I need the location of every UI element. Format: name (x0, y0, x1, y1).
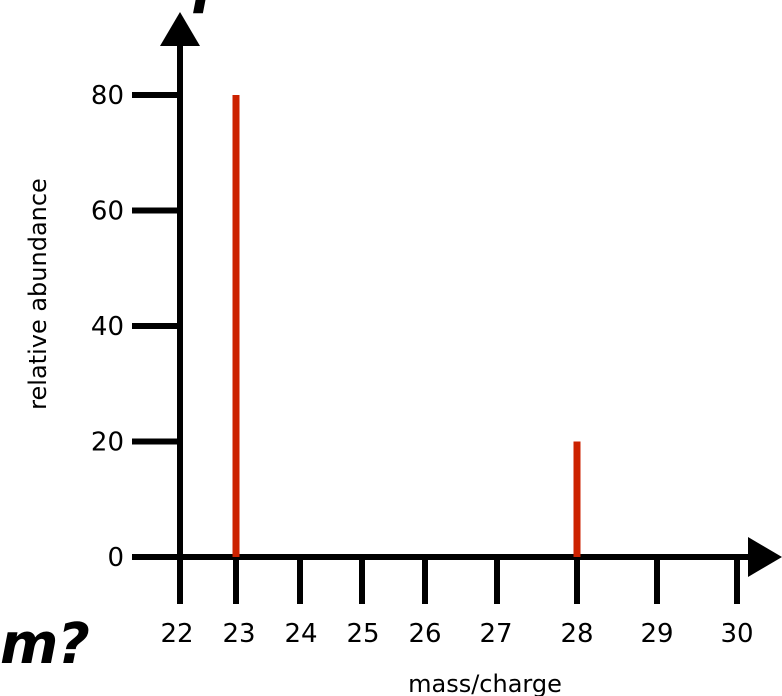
y-tick-label-80: 80 (91, 81, 124, 111)
x-axis-arrowhead (748, 537, 782, 577)
x-tick-label-25: 25 (346, 619, 379, 649)
bars (232, 95, 581, 557)
axes (132, 12, 782, 597)
x-tick-label-28: 28 (560, 619, 593, 649)
x-axis-title: mass/charge (408, 670, 562, 696)
x-tick-label-23: 23 (222, 619, 255, 649)
title-fragment-bottom: m? (0, 612, 90, 677)
x-tick-label-22: 22 (160, 619, 193, 649)
x-tick-label-27: 27 (479, 619, 512, 649)
x-tick-label-26: 26 (408, 619, 441, 649)
y-tick-label-40: 40 (91, 312, 124, 342)
y-tick-label-20: 20 (91, 428, 124, 458)
x-ticks: 22 23 24 25 26 27 28 29 30 (160, 557, 754, 649)
x-tick-label-29: 29 (640, 619, 673, 649)
y-tick-label-0: 0 (107, 543, 124, 573)
y-ticks: 0 20 40 60 80 (91, 81, 180, 573)
x-tick-label-24: 24 (284, 619, 317, 649)
y-axis-title: relative abundance (24, 178, 52, 410)
title-fragment-top: f (190, 0, 214, 27)
x-tick-label-30: 30 (720, 619, 753, 649)
y-axis-arrowhead (160, 12, 200, 46)
y-tick-label-60: 60 (91, 197, 124, 227)
